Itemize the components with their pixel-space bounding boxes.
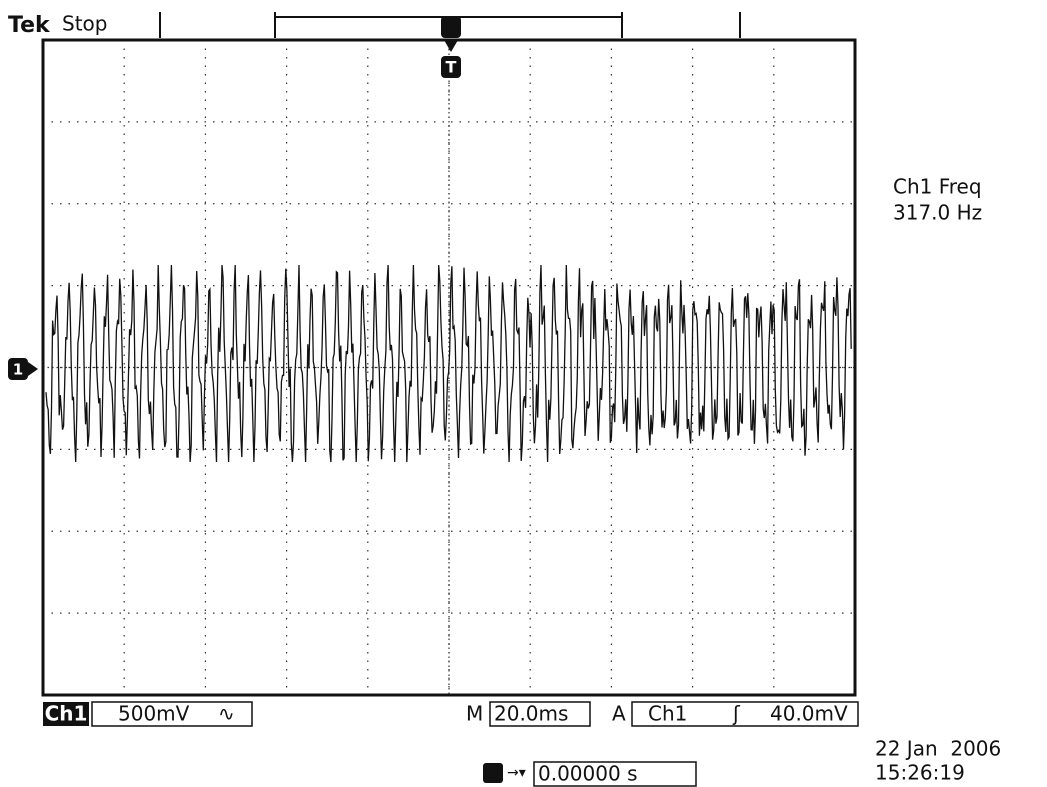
position-value: 0.00000 s [538,762,637,786]
trigger-box [631,701,859,727]
footer-timebase: 20.0ms [494,702,568,726]
footer-scale: 500mV [118,702,190,726]
date: 22 Jan 2006 [875,737,1001,761]
trigger-label: T [446,58,457,77]
timebase-box [489,701,591,727]
trigger-prefix: A [612,702,626,726]
time: 15:26:19 [875,761,965,785]
scale-box [91,701,253,727]
brand: Tek [8,13,51,38]
measurement-value: 317.0 Hz [893,201,982,225]
status: Stop [62,12,107,36]
trigger-marker [441,56,461,78]
channel-arrow [28,362,38,376]
footer-channel: Ch1 [45,702,88,726]
trigger-level: 40.0mV [770,702,848,726]
trigger-arrow [444,40,458,52]
position-icon [483,763,503,783]
position-box [533,761,697,787]
timebase-prefix: M [466,702,483,726]
waveform [45,264,852,463]
position-arrow: →▾ [507,765,526,781]
trigger-slope: ʃ [732,702,741,726]
trigger-source: Ch1 [648,702,687,726]
measurement-label: Ch1 Freq [893,175,982,199]
trigger-top-marker [441,16,461,38]
footer-coupling: ∿ [218,702,235,726]
channel-badge [43,702,89,726]
channel-marker [8,358,28,380]
channel-label: 1 [13,361,23,379]
